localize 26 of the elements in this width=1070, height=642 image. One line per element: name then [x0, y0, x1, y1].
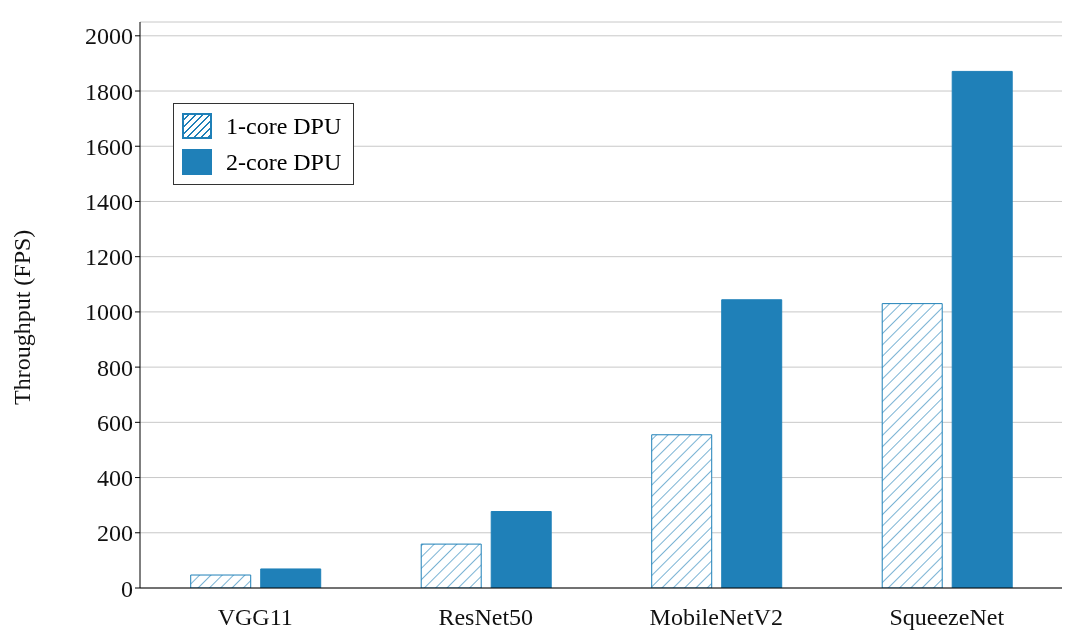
legend-label: 1-core DPU	[226, 112, 342, 140]
y-tick-label: 200	[97, 520, 133, 547]
y-tick-label: 600	[97, 409, 133, 436]
y-tick-label: 1000	[85, 299, 133, 326]
y-tick-label: 2000	[85, 23, 133, 50]
x-tick-label: MobileNetV2	[649, 604, 783, 631]
bar	[881, 303, 943, 588]
bar	[490, 511, 552, 588]
bar	[651, 434, 713, 588]
legend-label: 2-core DPU	[226, 148, 342, 176]
y-tick-label: 1800	[85, 78, 133, 105]
y-tick-label: 0	[121, 575, 133, 602]
y-tick-label: 1400	[85, 188, 133, 215]
x-tick-label: ResNet50	[438, 604, 534, 631]
bar	[260, 568, 322, 588]
y-tick-label: 400	[97, 465, 133, 492]
x-tick-label: VGG11	[217, 604, 293, 631]
x-tick-label: SqueezeNet	[889, 604, 1005, 631]
y-tick-label: 1600	[85, 133, 133, 160]
y-axis-title: Throughput (FPS)	[8, 229, 35, 405]
y-tick-label: 800	[97, 354, 133, 381]
bar	[420, 543, 482, 588]
bar	[721, 299, 783, 588]
y-tick-label: 1200	[85, 244, 133, 271]
bar	[190, 574, 252, 588]
bar	[951, 70, 1013, 588]
